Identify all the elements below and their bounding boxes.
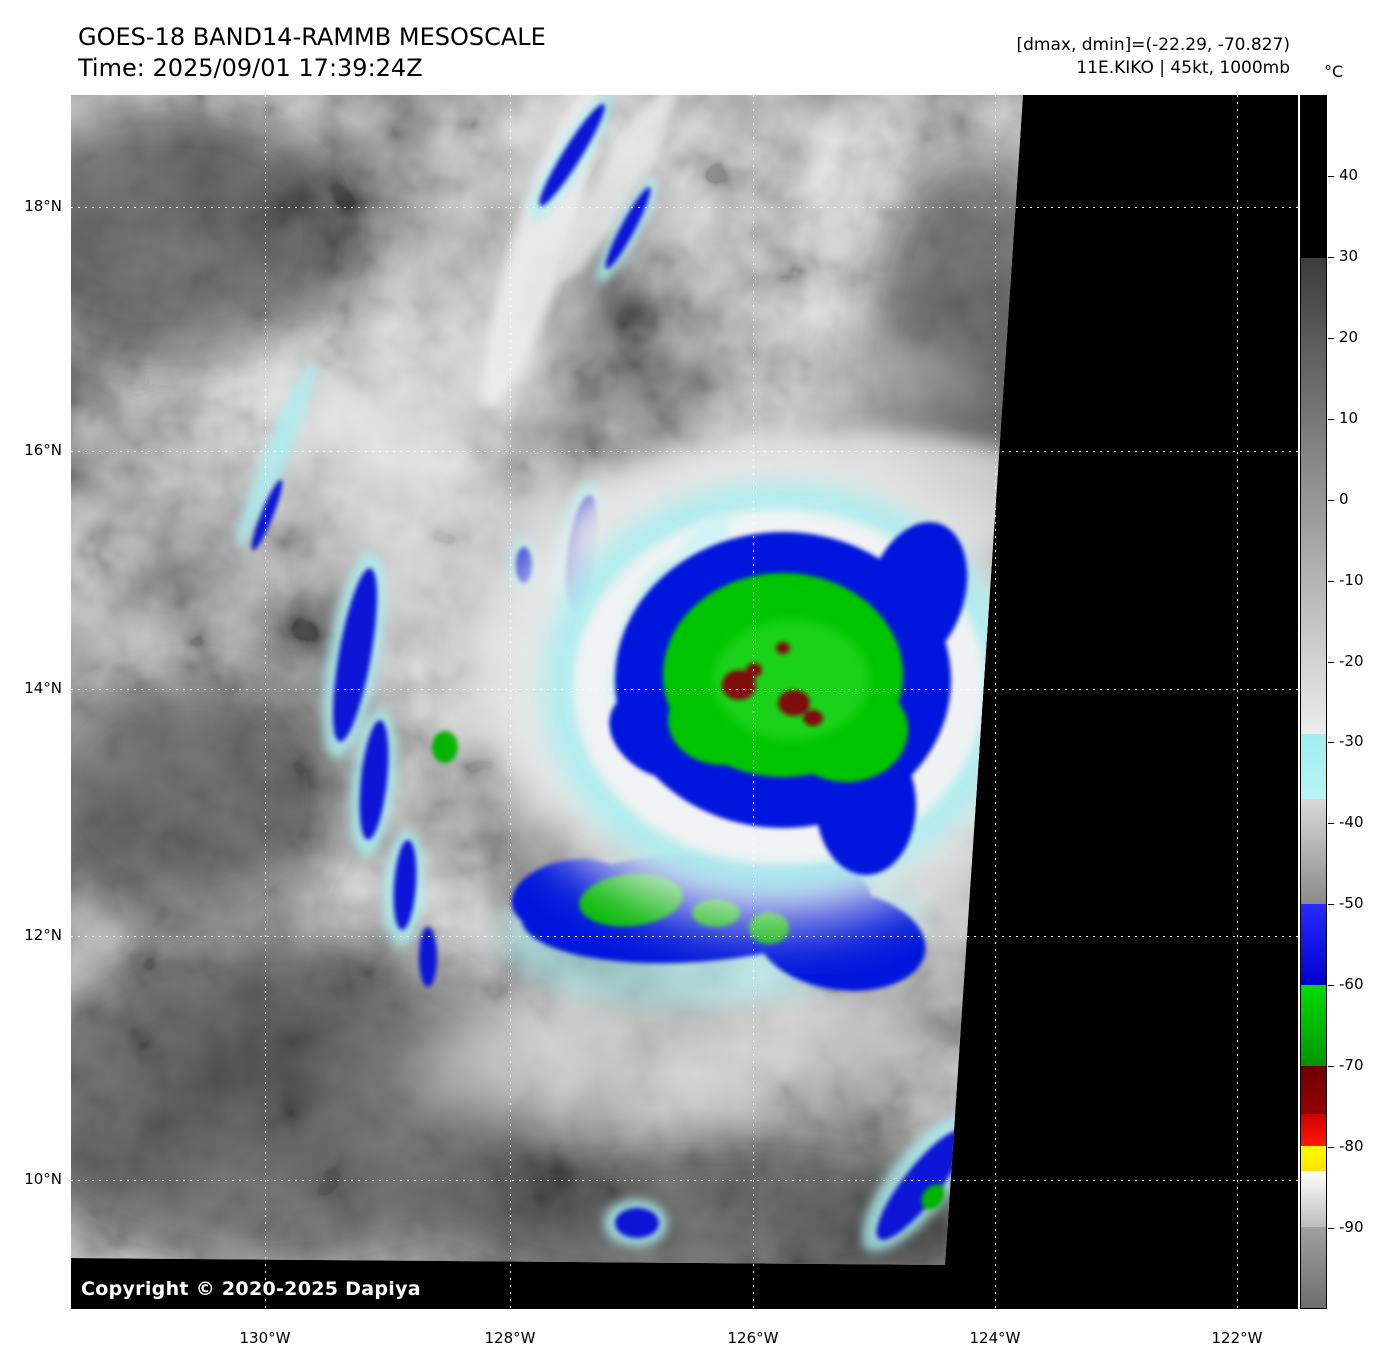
colorbar-segment--80-to--83: [1301, 1146, 1326, 1171]
colorbar-tick-label-10: 10: [1339, 409, 1359, 427]
lon-label-126°W: 126°W: [727, 1329, 779, 1347]
colorbar-tick-label-40: 40: [1339, 166, 1359, 184]
header-left: GOES-18 BAND14-RAMMB MESOSCALE Time: 202…: [78, 22, 546, 84]
lat-label-12°N: 12°N: [24, 926, 62, 944]
colorbar-segment--76-to--80: [1301, 1114, 1326, 1147]
colorbar-tick--80: [1328, 1147, 1334, 1148]
colorbar-tick--60: [1328, 985, 1334, 986]
satellite-image: [71, 95, 1298, 1309]
colorbar-segment--90-to--100: [1301, 1227, 1326, 1308]
lat-label-18°N: 18°N: [24, 197, 62, 215]
colorbar-tick--10: [1328, 581, 1334, 582]
colorbar-segment--50-to--60: [1301, 903, 1326, 985]
lat-label-16°N: 16°N: [24, 441, 62, 459]
colorbar-segment-30-to--29: [1301, 257, 1326, 735]
colorbar-tick-label--80: -80: [1339, 1137, 1364, 1155]
colorbar-tick--90: [1328, 1228, 1334, 1229]
colorbar-tick-label--40: -40: [1339, 813, 1364, 831]
colorbar-segment--83-to--90: [1301, 1170, 1326, 1228]
storm-info: 11E.KIKO | 45kt, 1000mb: [1076, 57, 1290, 78]
colorbar-tick-30: [1328, 257, 1334, 258]
colorbar-tick--50: [1328, 904, 1334, 905]
lon-label-122°W: 122°W: [1211, 1329, 1263, 1347]
dmax-dmin-readout: [dmax, dmin]=(-22.29, -70.827): [1016, 35, 1291, 55]
colorbar-tick--20: [1328, 662, 1334, 663]
cold-streaks-blue: [251, 103, 966, 1240]
colorbar-segment--70-to--76: [1301, 1065, 1326, 1115]
colorbar-tick-label--90: -90: [1339, 1218, 1364, 1236]
header-right: [dmax, dmin]=(-22.29, -70.827) 11E.KIKO …: [1017, 34, 1291, 80]
colorbar-segment--37-to--50: [1301, 798, 1326, 904]
coldest-tops-red: [722, 642, 823, 726]
data-swath: [71, 95, 1023, 1265]
colorbar-segment--29-to--37: [1301, 734, 1326, 799]
colorbar-tick-label-20: 20: [1339, 328, 1359, 346]
colorbar-tick-label--50: -50: [1339, 894, 1364, 912]
colorbar-tick-0: [1328, 500, 1334, 501]
colorbar-unit-label: °C: [1324, 62, 1344, 81]
colorbar-tick-label--70: -70: [1339, 1056, 1364, 1074]
lon-label-124°W: 124°W: [969, 1329, 1021, 1347]
colorbar-tick--40: [1328, 823, 1334, 824]
colorbar-segment--60-to--70: [1301, 984, 1326, 1066]
colorbar-tick-20: [1328, 338, 1334, 339]
colorbar-segment-50-to-30: [1301, 96, 1326, 258]
colorbar-tick-label-0: 0: [1339, 490, 1349, 508]
colorbar-tick-40: [1328, 176, 1334, 177]
map-area: Copyright © 2020-2025 Dapiya: [71, 95, 1298, 1309]
colorbar-tick-label-30: 30: [1339, 247, 1359, 265]
cold-streak-green-dots: [432, 731, 945, 1210]
colorbar-tick-10: [1328, 419, 1334, 420]
lat-label-10°N: 10°N: [24, 1170, 62, 1188]
colorbar-tick--30: [1328, 742, 1334, 743]
colorbar-tick-label--10: -10: [1339, 571, 1364, 589]
colorbar: [1300, 95, 1327, 1309]
storm-core: [486, 431, 1023, 925]
colorbar-tick-label--30: -30: [1339, 732, 1364, 750]
colorbar-tick--70: [1328, 1066, 1334, 1067]
colorbar-tick-label--60: -60: [1339, 975, 1364, 993]
lon-label-130°W: 130°W: [239, 1329, 291, 1347]
product-title: GOES-18 BAND14-RAMMB MESOSCALE: [78, 23, 546, 51]
lat-label-14°N: 14°N: [24, 679, 62, 697]
lon-label-128°W: 128°W: [484, 1329, 536, 1347]
product-time: Time: 2025/09/01 17:39:24Z: [78, 54, 423, 83]
copyright-text: Copyright © 2020-2025 Dapiya: [81, 1278, 421, 1300]
colorbar-tick-label--20: -20: [1339, 652, 1364, 670]
